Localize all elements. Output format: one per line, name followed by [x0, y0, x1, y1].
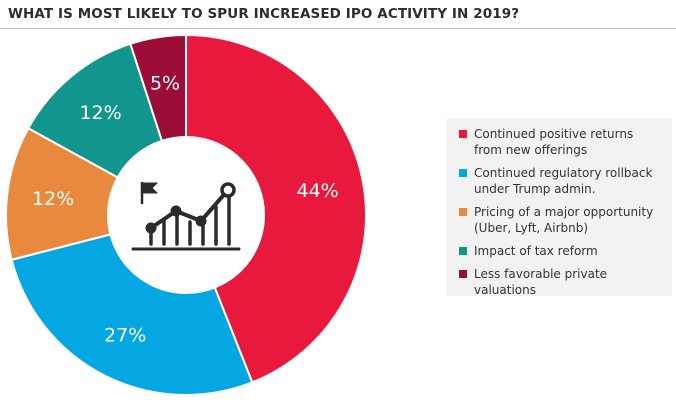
legend-label: Less favorable private valuations [474, 267, 608, 297]
legend-item: Continued regulatory rollback under Trum… [459, 165, 666, 197]
legend-item: Pricing of a major opportunity (Uber, Ly… [459, 204, 666, 236]
legend-label: Continued regulatory rollback under Trum… [474, 166, 653, 196]
donut-slice [129, 33, 187, 143]
slice-value-label: 44% [297, 180, 339, 202]
legend-label: Continued positive returns from new offe… [474, 127, 634, 157]
legend-item: Continued positive returns from new offe… [459, 126, 666, 158]
title-divider [0, 28, 676, 29]
legend-swatch [459, 247, 467, 255]
slice-value-label: 5% [150, 73, 180, 95]
legend-swatch [459, 270, 467, 278]
donut-slice [185, 33, 367, 384]
donut-slice [26, 42, 164, 179]
donut-slice [10, 233, 254, 396]
legend-item: Impact of tax reform [459, 243, 666, 259]
slice-value-label: 12% [32, 188, 74, 210]
legend-swatch [459, 208, 467, 216]
legend-label: Impact of tax reform [474, 244, 598, 258]
slice-value-label: 27% [104, 324, 146, 346]
legend-swatch [459, 169, 467, 177]
chart-title: WHAT IS MOST LIKELY TO SPUR INCREASED IP… [8, 6, 520, 22]
slice-value-label: 12% [79, 102, 121, 124]
chart-growth-flag-icon [131, 181, 241, 251]
legend-swatch [459, 130, 467, 138]
donut-slice [5, 126, 120, 261]
legend-item: Less favorable private valuations [459, 266, 666, 298]
legend: Continued positive returns from new offe… [447, 118, 672, 298]
legend-label: Pricing of a major opportunity (Uber, Ly… [474, 205, 654, 235]
